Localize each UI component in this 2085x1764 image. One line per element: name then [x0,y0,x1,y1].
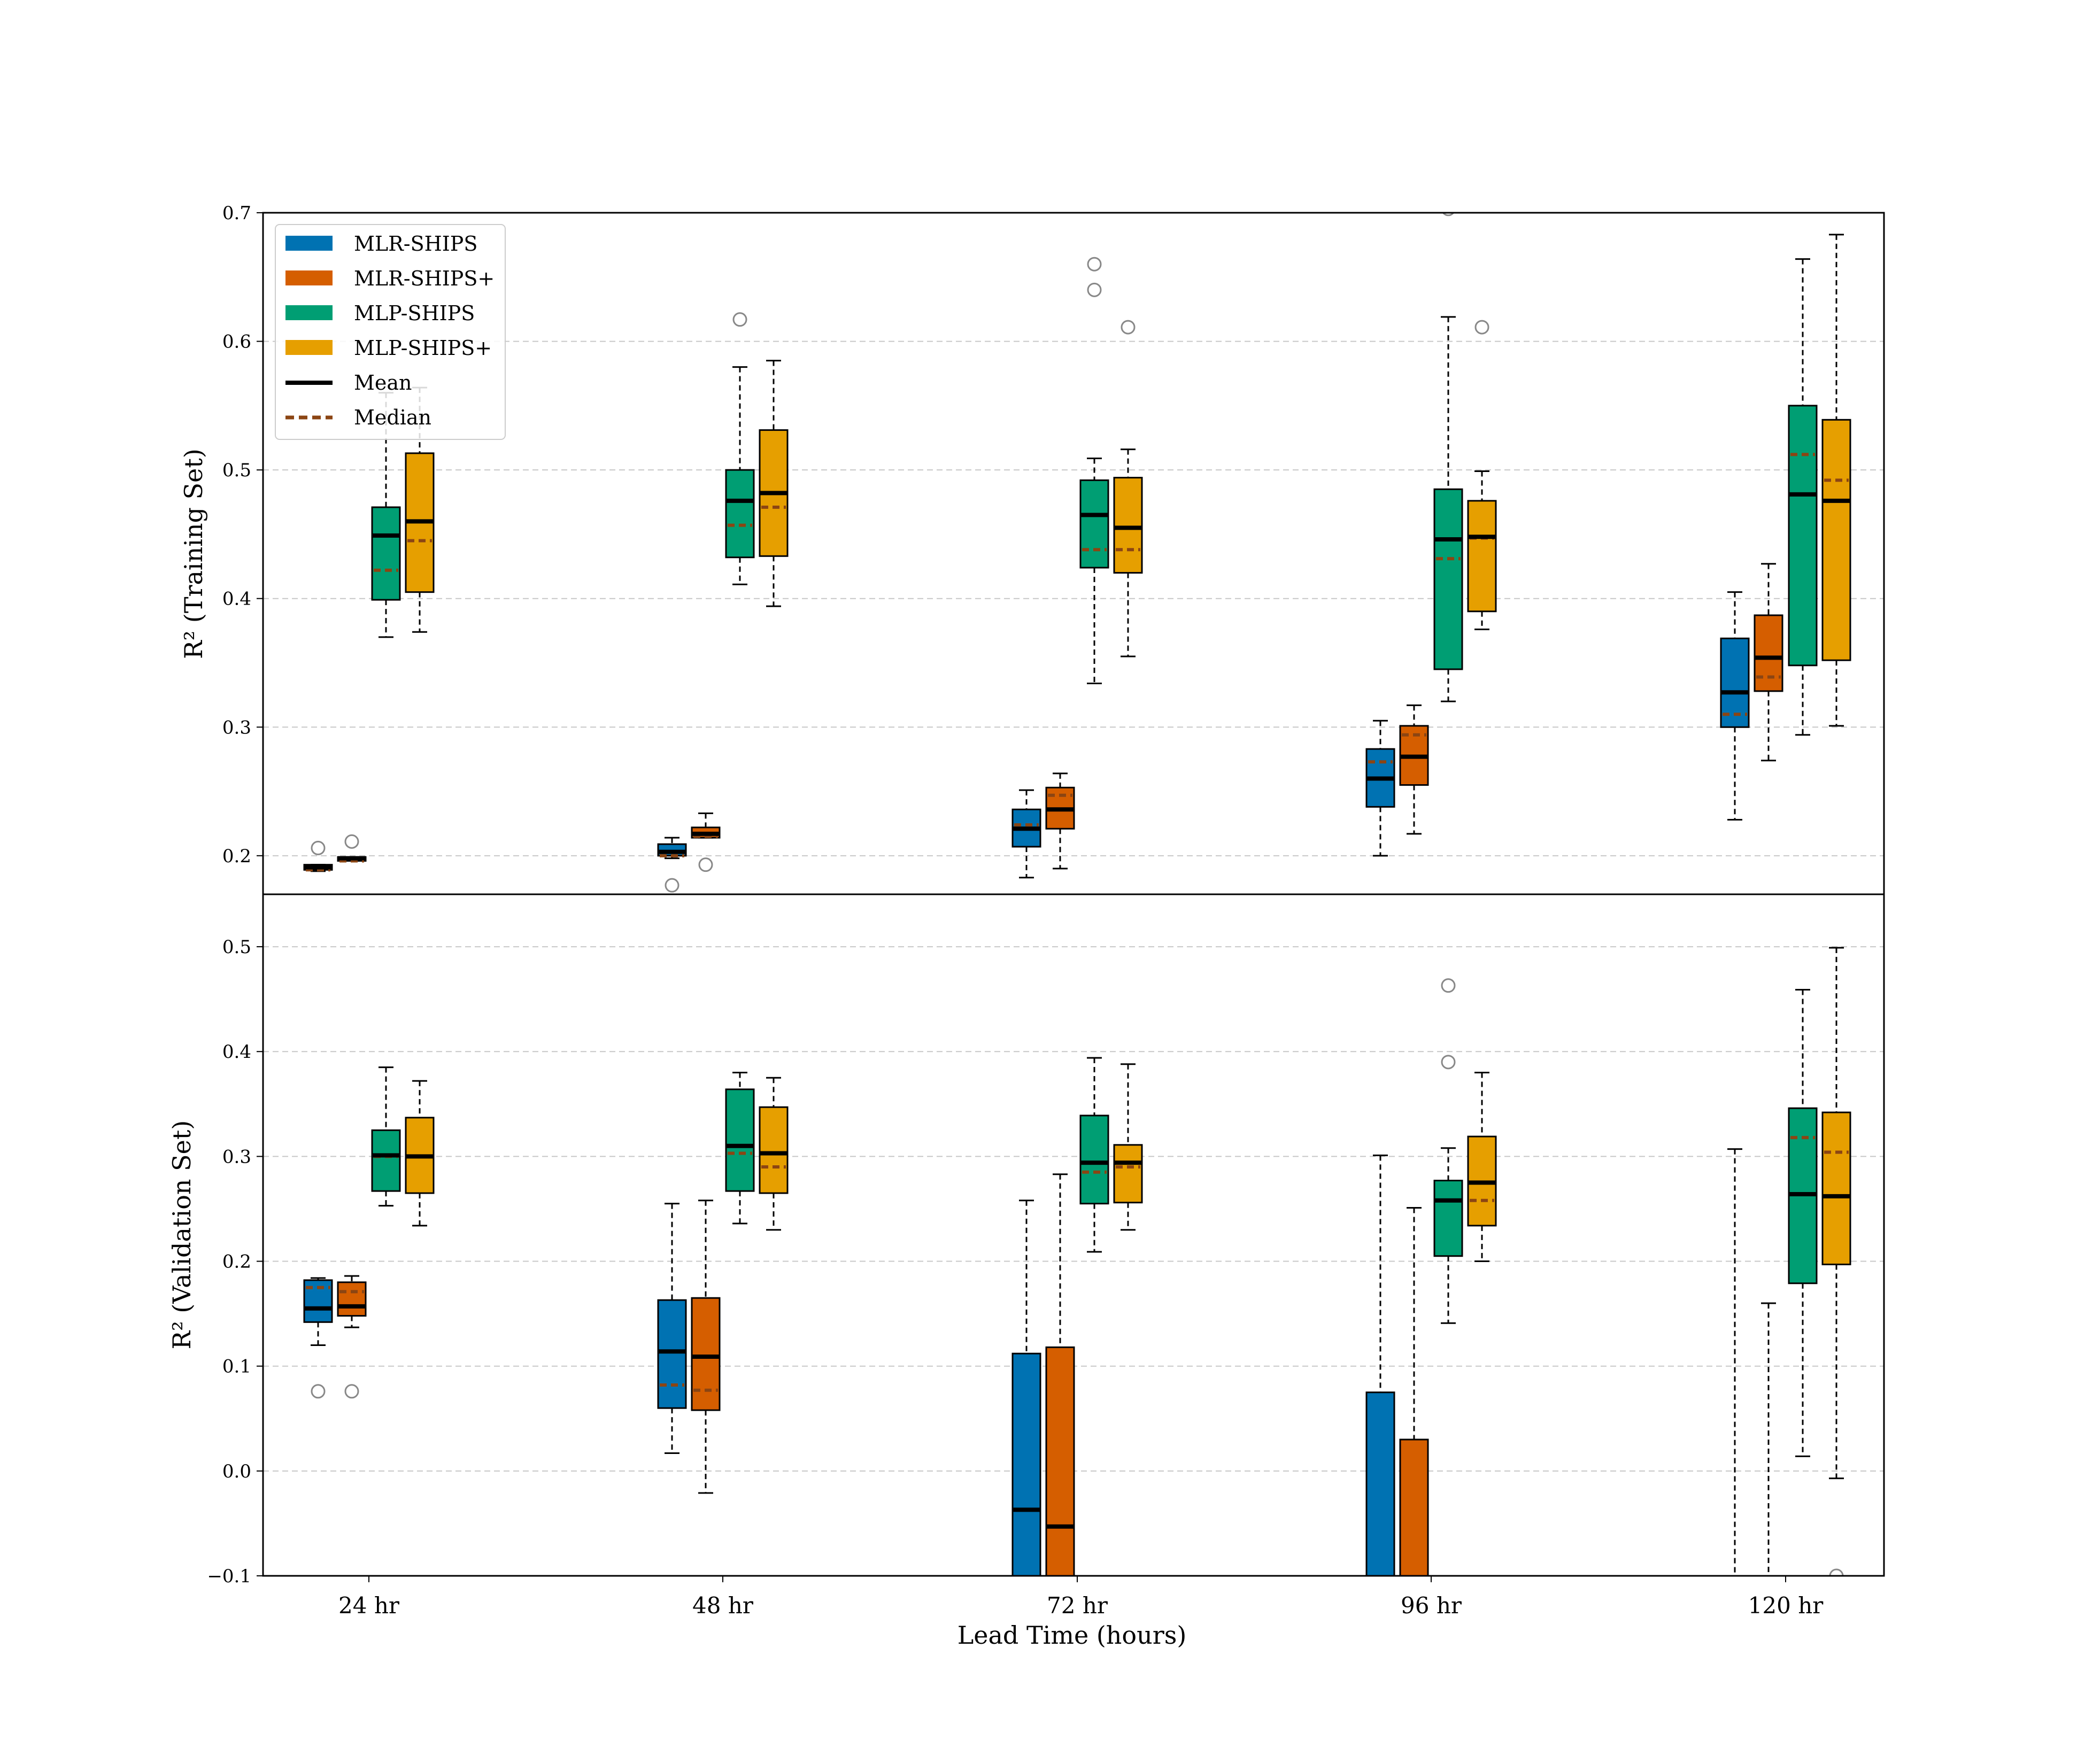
validation-y-tick-label: 0.1 [222,1356,251,1378]
training-boxes [303,213,1851,893]
validation-1-mlr-ships-plus-outlier-point [344,1384,359,1399]
training-5-mlp-ships-plus-box [1821,419,1851,661]
training-3-mlp-ships-plus-box [1113,477,1143,574]
training-y-tick-label: 0.7 [222,203,251,224]
validation-y-tick-label: 0.5 [222,937,251,958]
training-1-mlr-ships-outlier-point [311,840,326,855]
validation-4-mlp-ships-outlier-point [1441,1055,1456,1070]
x-tick-label: 48 hr [692,1592,754,1619]
legend-swatch-mlr-ships [285,236,333,251]
data-layer [303,213,1851,1682]
legend-label-mlr-ships-plus: MLR-SHIPS+ [354,267,495,290]
legend-label-mlr-ships: MLR-SHIPS [354,232,477,256]
validation-panel-frame [262,893,1885,1577]
training-1-mlr-ships-plus-outlier-point [344,834,359,849]
validation-4-mlp-ships-box [1433,1180,1463,1257]
training-3-mlp-ships-box [1079,479,1109,569]
validation-2-mlr-ships-box [657,1299,687,1409]
training-y-tick-label: 0.2 [222,846,251,867]
x-tick-label: 120 hr [1748,1592,1824,1619]
training-5-mlp-ships-box [1788,405,1818,667]
validation-y-tick-label: −0.1 [207,1566,251,1587]
legend-label-mlp-ships: MLP-SHIPS [354,301,475,325]
validation-1-mlr-ships-plus-box [337,1281,367,1317]
training-3-mlp-ships-outlier-point [1087,282,1102,297]
validation-y-tick-label: 0.4 [222,1041,251,1063]
training-4-mlp-ships-box [1433,488,1463,670]
validation-3-mlp-ships-plus-box [1113,1144,1143,1204]
training-3-mlp-ships-outlier-point [1087,257,1102,272]
validation-5-mlp-ships-plus-box [1821,1111,1851,1265]
training-2-mlp-ships-outlier-point [732,312,747,327]
legend-swatch-mlr-ships-plus [285,270,333,285]
legend-label-mlp-ships-plus: MLP-SHIPS+ [354,336,492,360]
validation-5-mlr-ships-box [1721,1681,1749,1682]
x-tick-label: 96 hr [1401,1592,1462,1619]
validation-1-mlp-ships-box [371,1129,401,1192]
training-2-mlp-ships-box [725,469,755,559]
training-y-tick-label: 0.6 [222,331,251,353]
training-2-mlr-ships-outlier-point [665,878,679,893]
validation-4-mlp-ships-outlier-point [1441,978,1456,993]
training-y-tick-label: 0.4 [222,589,251,610]
training-1-mlp-ships-box [371,506,401,601]
validation-1-mlr-ships-outlier-point [311,1384,326,1399]
training-3-mlp-ships-plus-outlier-point [1121,320,1136,335]
validation-4-mlr-ships-box [1365,1391,1395,1576]
legend-swatch-mlp-ships-plus [285,340,333,355]
validation-2-mlr-ships-plus-box [691,1297,721,1411]
validation-2-mlp-ships-box [725,1088,755,1192]
validation-y-tick-label: 0.2 [222,1251,251,1273]
training-5-mlr-ships-plus-box [1754,614,1783,692]
validation-y-axis-label: R² (Validation Set) [167,1120,196,1350]
validation-y-tick-label: 0.0 [222,1461,251,1482]
validation-3-mlr-ships-box [1011,1352,1041,1576]
legend-swatch-mlp-ships [285,305,333,320]
validation-5-mlr-ships-plus-box [1755,1681,1782,1682]
validation-3-mlp-ships-box [1079,1115,1109,1205]
x-axis-label: Lead Time (hours) [957,1621,1187,1650]
training-y-tick-label: 0.5 [222,460,251,481]
training-4-mlp-ships-outlier-point [1442,213,1455,216]
legend-label-mean: Mean [354,371,412,394]
validation-5-mlp-ships-plus-outlier-point [1829,1568,1844,1576]
x-tick-label: 72 hr [1047,1592,1108,1619]
training-y-axis-label: R² (Training Set) [179,448,208,659]
training-2-mlr-ships-plus-outlier-point [698,857,713,872]
training-4-mlp-ships-plus-outlier-point [1474,320,1489,335]
legend-frame [275,224,506,440]
validation-2-mlp-ships-plus-box [759,1106,789,1194]
training-y-tick-label: 0.3 [222,717,251,738]
training-5-mlr-ships-box [1720,637,1750,728]
validation-3-mlr-ships-plus-box [1045,1346,1075,1576]
x-tick-label: 24 hr [338,1592,400,1619]
validation-4-mlr-ships-plus-box [1399,1438,1429,1576]
legend-label-median: Median [354,406,431,429]
validation-y-tick-label: 0.3 [222,1146,251,1167]
ticks-layer: 0.2 0.3 0.4 0.5 0.6 0.7 −0.1 0.0 0.1 0.2 0.3 0.4 0.5… [207,203,1824,1619]
validation-boxes [303,947,1851,1682]
legend: MLR-SHIPS MLR-SHIPS+ MLP-SHIPS MLP-SHIPS… [275,224,506,440]
training-4-mlp-ships-plus-box [1467,500,1497,613]
